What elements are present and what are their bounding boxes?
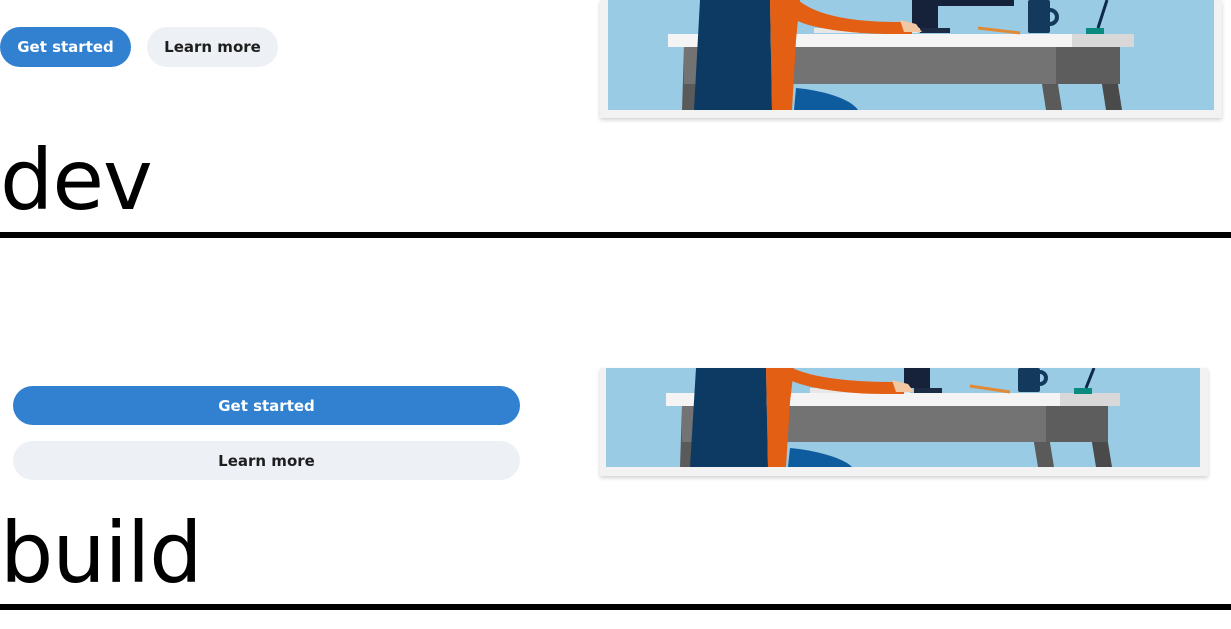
get-started-label: Get started <box>218 396 315 415</box>
get-started-button-wide[interactable]: Get started <box>13 386 520 425</box>
learn-more-label: Learn more <box>164 38 261 56</box>
divider-top <box>0 232 1231 238</box>
desk-illustration <box>600 0 1222 118</box>
heading-dev: dev <box>0 131 153 229</box>
desk-illustration-bottom-art <box>606 367 1200 467</box>
get-started-label: Get started <box>17 38 114 56</box>
desk-illustration-art <box>608 0 1214 110</box>
section-dev: Get started Learn more <box>0 0 1231 240</box>
divider-bottom <box>0 604 1231 610</box>
learn-more-button[interactable]: Learn more <box>147 27 278 67</box>
section-build: Get started Learn more build <box>0 240 1231 629</box>
get-started-button[interactable]: Get started <box>0 27 131 67</box>
learn-more-button-wide[interactable]: Learn more <box>13 441 520 480</box>
desk-illustration-bottom <box>600 367 1208 476</box>
heading-build: build <box>0 504 203 602</box>
learn-more-label: Learn more <box>218 451 315 470</box>
